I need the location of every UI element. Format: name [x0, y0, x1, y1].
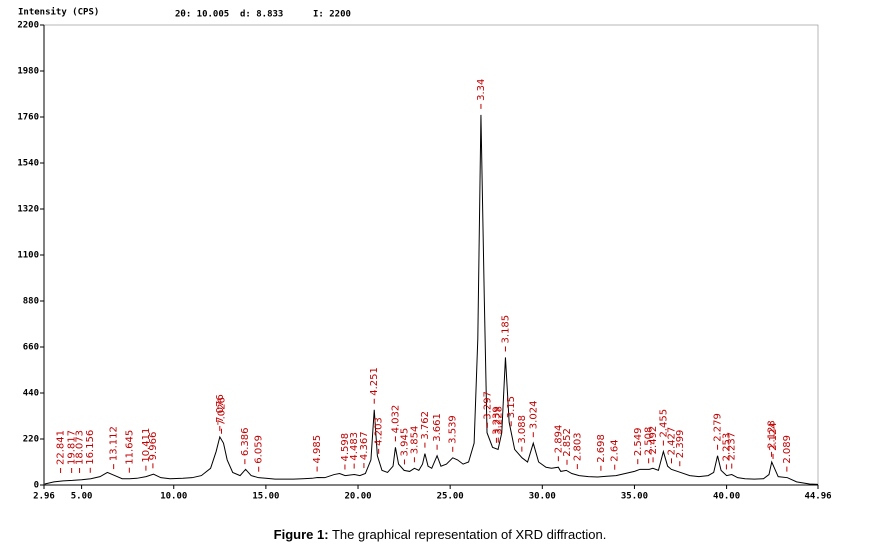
- peak-label: 2.852: [562, 428, 573, 457]
- x-tick-label: 40.00: [713, 492, 740, 502]
- x-tick-label: 30.00: [529, 492, 556, 502]
- peak-label: 22.841: [56, 430, 67, 465]
- y-axis-label: Intensity (CPS): [18, 7, 99, 18]
- peak-label: 7.026: [216, 397, 227, 426]
- peak-label: 2.124: [768, 422, 779, 451]
- x-tick-label: 44.96: [804, 492, 831, 502]
- peak-label: 2.803: [572, 432, 583, 461]
- peak-label: 4.203: [374, 417, 385, 446]
- peak-label: 11.645: [124, 430, 135, 465]
- y-tick-label: 0: [34, 481, 39, 491]
- x-tick-label: 5.00: [71, 492, 93, 502]
- caption: Figure 1: The graphical representation o…: [274, 527, 607, 542]
- peak-label: 2.399: [675, 430, 686, 459]
- peak-label: 19.817: [67, 430, 78, 465]
- peak-label: 18.073: [75, 430, 86, 465]
- peak-label: 3.539: [448, 415, 459, 444]
- y-tick-label: 1980: [17, 67, 39, 77]
- peak-label: 4.985: [312, 435, 323, 464]
- peak-label: 3.228: [493, 406, 504, 435]
- peak-label: 2.089: [782, 435, 793, 464]
- caption-label: Figure 1:: [274, 527, 329, 542]
- peak-label: 3.088: [517, 415, 528, 444]
- peak-label: 3.185: [500, 315, 511, 344]
- x-tick-label: 10.00: [160, 492, 187, 502]
- x-tick-label: 2.96: [33, 492, 55, 502]
- peak-label: 3.661: [432, 413, 443, 442]
- peak-label: 4.251: [369, 367, 380, 396]
- xrd-pattern: [44, 114, 819, 485]
- peak-label: 2.508: [644, 427, 655, 456]
- y-tick-label: 220: [23, 435, 39, 445]
- peak-label: 3.297: [482, 391, 493, 420]
- peak-label: 2.427: [666, 427, 677, 456]
- peak-label: 3.762: [420, 411, 431, 440]
- y-tick-label: 660: [23, 343, 39, 353]
- peak-label: 3.34: [476, 79, 487, 101]
- plot-frame: [43, 24, 819, 486]
- peak-label: 2.64: [610, 439, 621, 461]
- readout-intensity: I: 2200: [313, 10, 351, 20]
- peak-label: 4.032: [390, 405, 401, 434]
- peak-label: 3.15: [506, 396, 517, 418]
- y-tick-label: 2200: [17, 21, 39, 31]
- peak-label: 6.059: [254, 435, 265, 464]
- readout-2theta: 2θ: 10.005: [175, 10, 229, 20]
- peak-label: 4.483: [349, 432, 360, 461]
- caption-text: The graphical representation of XRD diff…: [329, 527, 607, 542]
- peak-label: 9.966: [148, 432, 159, 461]
- peak-label: 3.239: [491, 406, 502, 435]
- peak-label: 3.854: [409, 426, 420, 455]
- x-tick-label: 25.00: [437, 492, 464, 502]
- peak-label: 2.549: [633, 428, 644, 457]
- y-tick-label: 1100: [17, 251, 39, 261]
- peak-label: 2.279: [713, 413, 724, 442]
- y-tick-label: 1760: [17, 113, 39, 123]
- peak-label: 3.945: [399, 428, 410, 457]
- peak-label: 3.024: [528, 401, 539, 430]
- x-tick-label: 35.00: [621, 492, 648, 502]
- peak-label: 6.386: [240, 428, 251, 457]
- peak-label: 16.156: [85, 430, 96, 465]
- peak-label: 13.112: [109, 426, 120, 461]
- readout-d: d: 8.833: [240, 10, 283, 20]
- peak-label: 2.698: [596, 434, 607, 463]
- peak-label: 2.894: [553, 425, 564, 454]
- peak-label: 2.455: [658, 409, 669, 438]
- peak-label: 2.253: [721, 433, 732, 462]
- peak-label: 2.492: [648, 426, 659, 455]
- x-tick-label: 15.00: [252, 492, 279, 502]
- y-tick-label: 1320: [17, 205, 39, 215]
- y-tick-label: 440: [23, 389, 39, 399]
- peak-label: 2.128: [767, 420, 778, 449]
- peak-label: 4.598: [340, 433, 351, 462]
- y-tick-label: 880: [23, 297, 39, 307]
- x-tick-label: 20.00: [344, 492, 371, 502]
- peak-label: 7.076: [215, 394, 226, 423]
- peak-label: 4.367: [359, 431, 370, 460]
- y-tick-label: 1540: [17, 159, 39, 169]
- peak-label: 10.411: [141, 428, 152, 463]
- peak-label: 2.237: [727, 432, 738, 461]
